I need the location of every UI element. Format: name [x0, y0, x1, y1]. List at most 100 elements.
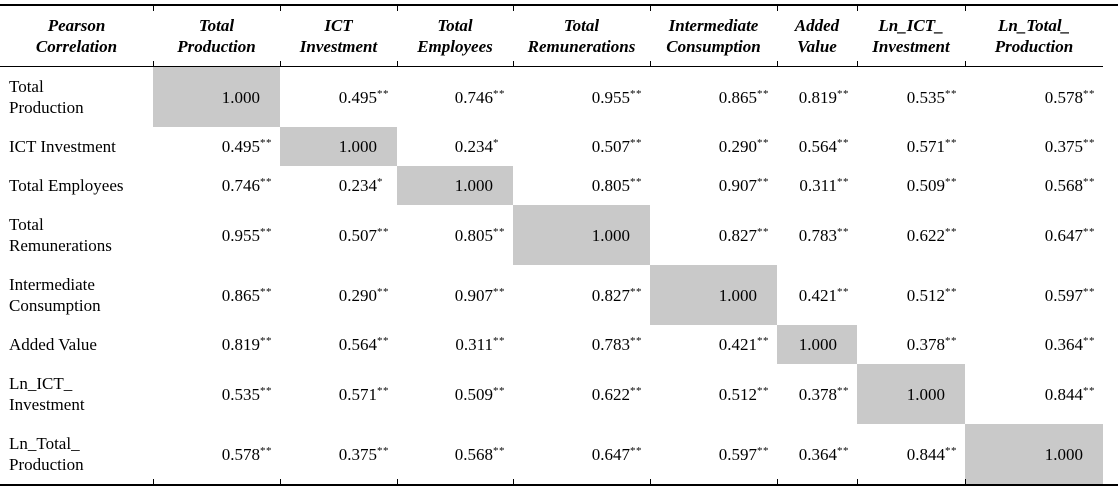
- diagonal-cell: 1.000: [964, 424, 1103, 484]
- correlation-cell: 0.647**: [512, 424, 650, 484]
- correlation-value: 0.507: [591, 137, 630, 156]
- correlation-value: 0.907: [454, 285, 493, 305]
- correlation-cell: 0.509**: [454, 384, 505, 404]
- correlation-cell: 0.819**: [798, 87, 849, 107]
- row-label: Intermediate Consumption: [9, 275, 101, 315]
- correlation-cell: 0.907**: [718, 176, 769, 195]
- correlation-value: 0.578: [1044, 87, 1083, 107]
- correlation-cell: 0.535**: [906, 87, 957, 107]
- correlation-cell: 0.571**: [906, 137, 957, 156]
- table-row: Total Employees 0.746** 0.234* 1.000 0.805**…: [0, 166, 1103, 205]
- correlation-value: 0.378: [906, 335, 945, 354]
- correlation-value: 0.364: [1044, 335, 1083, 354]
- correlation-value: 0.311: [799, 176, 837, 195]
- table-row: Ln_Total_ Production 0.578** 0.375** 0.568**…: [0, 424, 1103, 484]
- correlation-cell: 0.564**: [338, 335, 389, 354]
- correlation-value: 0.234: [454, 137, 493, 156]
- pearson-correlation-table: Pearson Correlation Total Production ICT…: [0, 6, 1103, 484]
- correlation-value: 0.827: [718, 225, 757, 245]
- diagonal-cell: 1.000: [397, 166, 513, 205]
- correlation-cell: 0.364**: [776, 424, 857, 484]
- correlation-cell: 0.535**: [221, 384, 272, 404]
- diagonal-cell: 1.000: [153, 66, 280, 127]
- correlation-cell: 0.364**: [1044, 335, 1095, 354]
- correlation-value: 1.000: [221, 87, 260, 107]
- correlation-cell: 0.378**: [798, 384, 849, 404]
- correlation-value: 0.865: [718, 87, 757, 107]
- correlation-cell: 0.819**: [221, 335, 272, 354]
- row-label: Added Value: [9, 335, 97, 354]
- correlation-cell: 0.955**: [591, 87, 642, 107]
- header-line-1: Total: [198, 16, 235, 35]
- correlation-cell: 0.564**: [798, 137, 849, 156]
- header-line-1: Added: [794, 16, 840, 35]
- correlation-cell: 0.746**: [454, 87, 505, 107]
- header-line-1: Ln_ICT_: [878, 16, 944, 35]
- header-line-1: Ln_Total_: [997, 16, 1071, 35]
- correlation-cell: 0.568**: [1044, 176, 1095, 195]
- correlation-cell: 0.568**: [396, 424, 513, 484]
- correlation-value: 0.647: [591, 444, 630, 464]
- correlation-cell: 0.512**: [906, 285, 957, 305]
- correlation-cell: 0.783**: [591, 335, 642, 354]
- correlation-value: 0.495: [221, 137, 260, 156]
- correlation-value: 0.535: [906, 87, 945, 107]
- correlation-value: 1.000: [906, 384, 945, 404]
- correlation-cell: 0.827**: [718, 225, 769, 245]
- correlation-cell: 0.955**: [221, 225, 272, 245]
- header-line-2: Correlation: [35, 37, 118, 56]
- correlation-value: 0.509: [906, 176, 945, 195]
- header-line-2: Production: [994, 37, 1074, 56]
- correlation-value: 0.622: [591, 384, 630, 404]
- correlation-cell: 0.378**: [906, 335, 957, 354]
- correlation-value: 0.290: [338, 285, 377, 305]
- correlation-value: 0.819: [221, 335, 260, 354]
- diagonal-cell: 1.000: [513, 205, 650, 265]
- table-row: Ln_ICT_ Investment 0.535** 0.571** 0.509** 0.…: [0, 364, 1103, 424]
- correlation-value: 0.421: [798, 285, 837, 305]
- correlation-value: 0.783: [591, 335, 630, 354]
- correlation-cell: 0.507**: [338, 225, 389, 245]
- correlation-value: 1.000: [338, 137, 377, 156]
- correlation-value: 0.507: [338, 225, 377, 245]
- correlation-cell: 0.375**: [279, 424, 397, 484]
- correlation-cell: 0.421**: [718, 335, 769, 354]
- correlation-cell: 0.827**: [591, 285, 642, 305]
- header-total-remunerations: Total Remunerations: [512, 6, 650, 67]
- correlation-value: 0.578: [221, 444, 260, 464]
- correlation-cell: 0.622**: [591, 384, 642, 404]
- header-line-2: Employees: [417, 37, 493, 56]
- header-ln-ict-investment: Ln_ICT_ Investment: [856, 6, 965, 67]
- correlation-value: 1.000: [454, 176, 493, 195]
- row-label: Ln_ICT_ Investment: [9, 374, 85, 414]
- table-row: Total Production 1.000 0.495** 0.746** 0.955*…: [0, 66, 1103, 127]
- table-row: ICT Investment 0.495** 1.000 0.234* 0.507** 0…: [0, 127, 1103, 166]
- correlation-value: 0.819: [798, 87, 837, 107]
- header-line-2: Value: [797, 37, 837, 56]
- correlation-value: 0.647: [1044, 225, 1083, 245]
- header-line-1: Intermediate: [668, 16, 759, 35]
- correlation-cell: 0.234*: [338, 176, 383, 195]
- correlation-value: 0.597: [718, 444, 757, 464]
- correlation-cell: 0.421**: [798, 285, 849, 305]
- correlation-cell: 0.783**: [798, 225, 849, 245]
- correlation-cell: 0.844**: [1044, 384, 1095, 404]
- correlation-value: 0.955: [221, 225, 260, 245]
- correlation-cell: 0.907**: [454, 285, 505, 305]
- row-label: Ln_Total_ Production: [9, 434, 84, 474]
- diagonal-cell: 1.000: [650, 265, 777, 325]
- header-ict-investment: ICT Investment: [279, 6, 397, 67]
- correlation-value: 0.907: [718, 176, 757, 195]
- correlation-table-body: Total Production 1.000 0.495** 0.746** 0.955*…: [0, 66, 1103, 484]
- correlation-value: 0.290: [718, 137, 757, 156]
- correlation-value: 0.805: [454, 225, 493, 245]
- header-line-1: Pearson: [47, 16, 106, 35]
- correlation-value: 0.746: [221, 176, 260, 195]
- correlation-cell: 0.865**: [221, 285, 272, 305]
- diagonal-cell: 1.000: [857, 364, 965, 424]
- header-ln-total-production: Ln_Total_ Production: [964, 6, 1103, 67]
- correlation-cell: 0.507**: [591, 137, 642, 156]
- correlation-value: 0.535: [221, 384, 260, 404]
- header-line-1: Total: [437, 16, 473, 35]
- correlation-cell: 0.647**: [1044, 225, 1095, 245]
